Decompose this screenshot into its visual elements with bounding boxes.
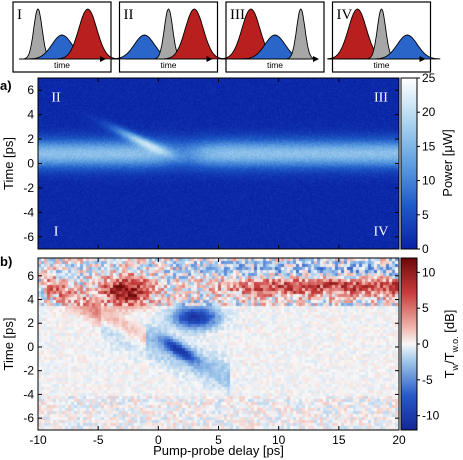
panel-b-ytick-label: 2 (27, 316, 34, 330)
schematic-roman-label: IV (337, 7, 353, 23)
gray-pulse (286, 8, 315, 60)
panel-a-label: a) (0, 78, 12, 93)
red-pulse (164, 8, 225, 60)
panel-a-ytick-label: 6 (27, 83, 34, 97)
power-colorbar-tick-label: 5 (422, 208, 429, 222)
ratio-colorbar-label: Tw/Tw.o. [dB] (442, 310, 460, 379)
schematic-panel-3: time III (220, 1, 325, 73)
panel-b-ytick-label: 6 (27, 269, 34, 283)
panel-a-ytick-label: 2 (27, 132, 34, 146)
panel-b-ylabel: Time [ps] (1, 318, 16, 371)
panel-b-ytick-label: -6 (23, 411, 34, 425)
ratio-colorbar-tick-label: 5 (422, 301, 429, 315)
schematic-roman-label: I (17, 7, 22, 23)
panel-a-ytick-label: -4 (23, 205, 34, 219)
panel-b-ytick-label: -2 (23, 364, 34, 378)
schematic-panel-2: time II (110, 1, 225, 73)
time-axis-arrow (313, 56, 319, 62)
transmission-ratio-heatmap (38, 258, 399, 430)
power-colorbar-tick-label: 20 (422, 105, 436, 119)
panel-a-ytick-label: -6 (23, 230, 34, 244)
power-colorbar-label: Power [μW] (440, 129, 455, 196)
ratio-colorbar-tick-label: -5 (422, 373, 433, 387)
time-axis-label: time (267, 60, 283, 70)
schematic-roman-label: II (124, 7, 134, 23)
panel-b-ytick-label: 0 (27, 340, 34, 354)
power-colorbar-tick-label: 15 (422, 139, 436, 153)
panel-a-ytick-label: -2 (23, 181, 34, 195)
ratio-colorbar-tick-label: 10 (422, 265, 436, 279)
time-axis-arrow (100, 56, 106, 62)
ratio-colorbar-tick-label: 0 (422, 337, 429, 351)
panel-b-ytick-label: -4 (23, 387, 34, 401)
panel-b-label: b) (0, 254, 13, 269)
power-colorbar (401, 78, 417, 249)
schematic-panel-4: time IV (327, 1, 441, 73)
power-colorbar-tick-label: 0 (422, 242, 429, 256)
panel-b-ytick-label: 4 (27, 293, 34, 307)
time-axis-arrow (206, 56, 213, 62)
power-heatmap (38, 78, 399, 249)
panel-a-ytick-label: 0 (27, 157, 34, 171)
time-axis-label: time (54, 60, 70, 70)
time-axis-arrow (419, 56, 426, 62)
ratio-colorbar (401, 258, 417, 430)
schematic-roman-label: III (230, 7, 245, 23)
blue-pulse (373, 34, 441, 60)
power-colorbar-tick-label: 10 (422, 174, 436, 188)
panel-a-ylabel: Time [ps] (1, 137, 16, 190)
panel-a-ytick-label: 4 (27, 108, 34, 122)
time-axis-label: time (160, 60, 176, 70)
red-pulse (57, 8, 118, 60)
x-axis-label: Pump-probe delay [ps] (153, 443, 284, 458)
ratio-colorbar-tick-label: -10 (422, 409, 440, 423)
schematic-panel-1: time I (12, 1, 118, 73)
time-axis-label: time (373, 60, 389, 70)
